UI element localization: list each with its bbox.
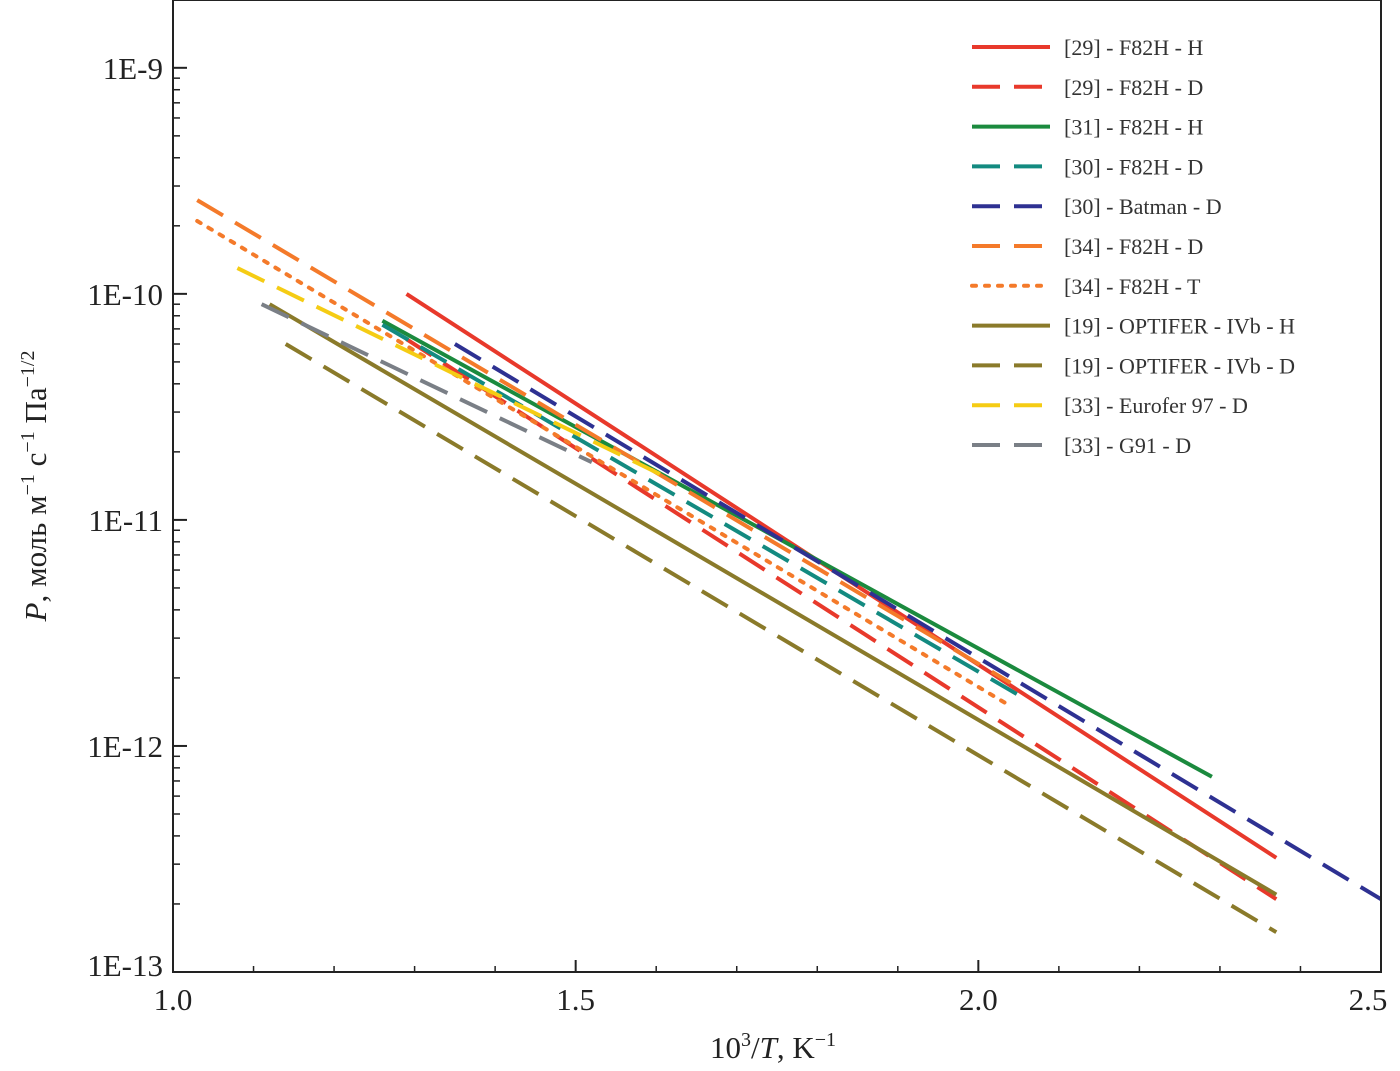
series-line-30-batman-d [453,342,1381,901]
x-tick-label: 1.0 [154,982,193,1017]
y-tick-label: 1E-9 [103,51,163,86]
x-axis-title: 103/T, K−1 [710,1029,836,1065]
series-line-33-eurofer-97-d [236,266,674,482]
series-line-33-g91-d [260,302,593,465]
plot-frame [172,0,1382,973]
series-line-34-f82h-t [195,219,1013,709]
y-tick-label: 1E-10 [87,277,163,312]
series-line-19-optifer-ivb-d [284,342,1278,934]
axes [172,0,1382,973]
legend-label: [33] - G91 - D [1064,433,1191,458]
ticks: 1.0 1.5 2.0 2.5 1E-13 1E-12 1E-11 1E-10 1E-9 [87,51,1387,1017]
x-tick-label: 1.5 [556,982,595,1017]
y-axis-title: P, моль м−1 с−1 Па−1/2 [17,351,53,623]
y-tick-label: 1E-11 [88,503,163,538]
x-tick-label: 2.0 [959,982,998,1017]
legend-label: [19] - OPTIFER - IVb - H [1064,314,1295,339]
series-line-29-f82h-d [405,337,1278,901]
series-line-34-f82h-d [196,198,1012,685]
legend-label: [34] - F82H - T [1064,274,1201,299]
legend-label: [33] - Eurofer 97 - D [1064,393,1248,418]
legend-label: [30] - F82H - D [1064,154,1203,179]
legend-label: [34] - F82H - D [1064,234,1203,259]
series-layer [195,198,1381,934]
legend-label: [29] - F82H - H [1064,35,1203,60]
legend-label: [29] - F82H - D [1064,75,1203,100]
y-tick-label: 1E-13 [87,948,163,983]
legend-label: [19] - OPTIFER - IVb - D [1064,353,1295,378]
y-tick-label: 1E-12 [87,729,163,764]
series-line-30-f82h-d [381,323,1028,702]
legend: [29] - F82H - H [29] - F82H - D [31] - F82… [970,35,1295,458]
x-tick-label: 2.5 [1349,982,1388,1017]
legend-label: [30] - Batman - D [1064,194,1222,219]
series-line-19-optifer-ivb-h [268,302,1278,897]
legend-label: [31] - F82H - H [1064,115,1203,140]
